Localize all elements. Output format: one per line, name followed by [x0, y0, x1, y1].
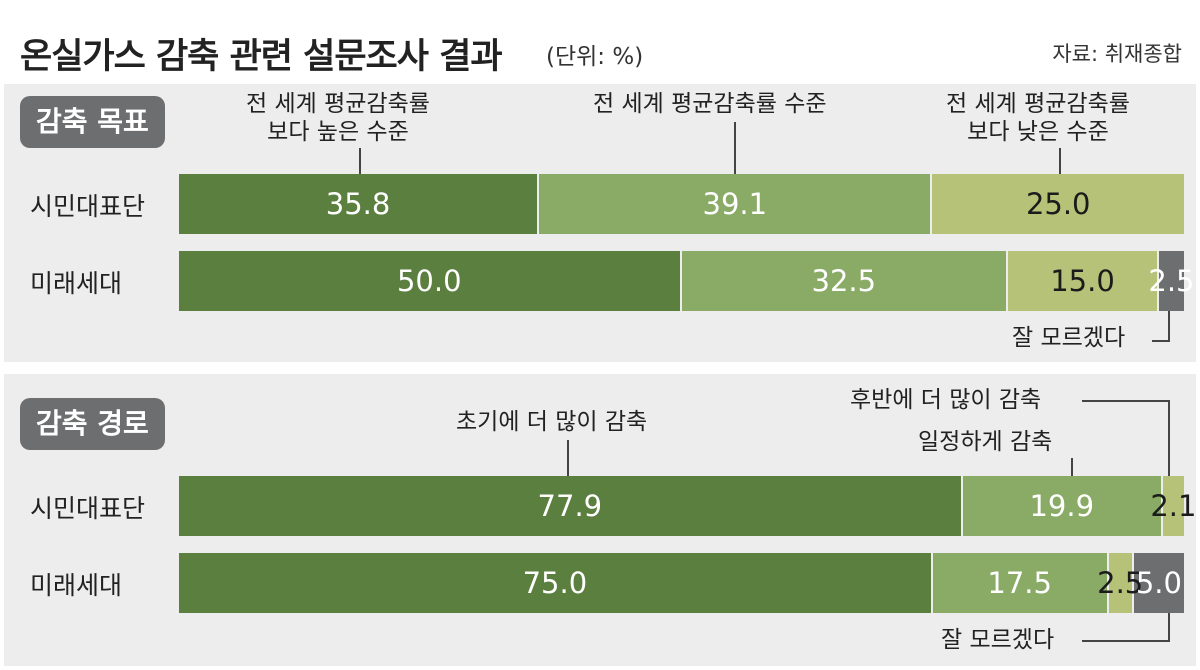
bar-segment-2: 19.9	[962, 476, 1163, 536]
leader-line	[1071, 458, 1073, 476]
data-label: 15.0	[1050, 264, 1115, 298]
stacked-bar: 50.0 32.5 15.0 2.5	[179, 251, 1195, 311]
bar-segment-3: 2.5	[1097, 553, 1143, 613]
bar-segment-3: 25.0	[932, 174, 1184, 234]
stacked-bar: 77.9 19.9 2.1	[179, 476, 1196, 536]
unit-label: (단위: %)	[546, 44, 644, 70]
row-label: 시민대표단	[30, 192, 146, 221]
leader-line	[1152, 340, 1170, 342]
data-label: 2.5	[1097, 566, 1144, 600]
annotation-dont-know: 잘 모르겠다	[941, 627, 1055, 653]
data-label: 50.0	[396, 264, 462, 298]
row-label: 미래세대	[30, 571, 123, 600]
annotation-late: 후반에 더 많이 감축	[850, 387, 1042, 413]
data-label: 25.0	[1025, 187, 1091, 221]
leader-line	[1168, 400, 1170, 476]
data-label: 2.5	[1148, 264, 1195, 298]
data-label: 5.0	[1135, 566, 1182, 600]
annotation-early: 초기에 더 많이 감축	[456, 409, 648, 435]
bar-segment-2: 17.5	[932, 553, 1109, 613]
row-label: 미래세대	[30, 269, 123, 298]
data-label: 32.5	[811, 264, 877, 298]
bar-segment-4: 2.5	[1148, 251, 1195, 311]
leader-line	[567, 440, 569, 476]
stacked-bar: 35.8 39.1 25.0	[179, 174, 1184, 234]
bar-segment-1: 35.8	[179, 174, 540, 234]
section-label-target: 감축 목표	[20, 96, 165, 148]
leader-line	[359, 148, 361, 174]
leader-line	[1168, 613, 1170, 641]
bar-segment-1: 50.0	[179, 251, 682, 311]
data-label: 75.0	[522, 566, 588, 600]
bar-segment-3: 2.1	[1150, 476, 1196, 536]
leader-line	[1168, 311, 1170, 341]
chart-title: 온실가스 감축 관련 설문조사 결과	[20, 37, 503, 77]
leader-line	[1059, 148, 1061, 174]
data-label: 19.9	[1029, 489, 1095, 523]
bar-segment-2: 32.5	[681, 251, 1009, 311]
data-label: 77.9	[537, 489, 603, 523]
leader-line	[1082, 640, 1170, 642]
stacked-bar: 75.0 17.5 2.5 5.0	[179, 553, 1184, 613]
annotation-higher: 전 세계 평균감축률 보다 높은 수준	[246, 91, 430, 145]
bar-segment-3: 15.0	[1008, 251, 1159, 311]
row-label: 시민대표단	[30, 494, 146, 523]
data-label: 39.1	[702, 187, 768, 221]
data-label: 2.1	[1150, 489, 1197, 523]
panel-reduction-target: 감축 목표 전 세계 평균감축률 보다 높은 수준 전 세계 평균감축률 수준 전…	[4, 84, 1196, 362]
annotation-steady: 일정하게 감축	[918, 429, 1053, 455]
leader-line	[1082, 400, 1170, 402]
bar-segment-1: 77.9	[179, 476, 963, 536]
data-label: 35.8	[325, 187, 391, 221]
bar-segment-2: 39.1	[539, 174, 933, 234]
annotation-lower: 전 세계 평균감축률 보다 낮은 수준	[946, 91, 1130, 145]
annotation-dont-know: 잘 모르겠다	[1012, 325, 1126, 351]
bar-segment-1: 75.0	[179, 553, 933, 613]
annotation-same: 전 세계 평균감축률 수준	[593, 91, 827, 117]
section-label-path: 감축 경로	[20, 398, 165, 450]
data-label: 17.5	[987, 566, 1052, 600]
source-label: 자료: 취재종합	[1052, 42, 1182, 66]
panel-reduction-path: 감축 경로 초기에 더 많이 감축 일정하게 감축 후반에 더 많이 감축 시민…	[4, 374, 1196, 666]
bar-segment-4: 5.0	[1133, 553, 1184, 613]
leader-line	[734, 122, 736, 174]
